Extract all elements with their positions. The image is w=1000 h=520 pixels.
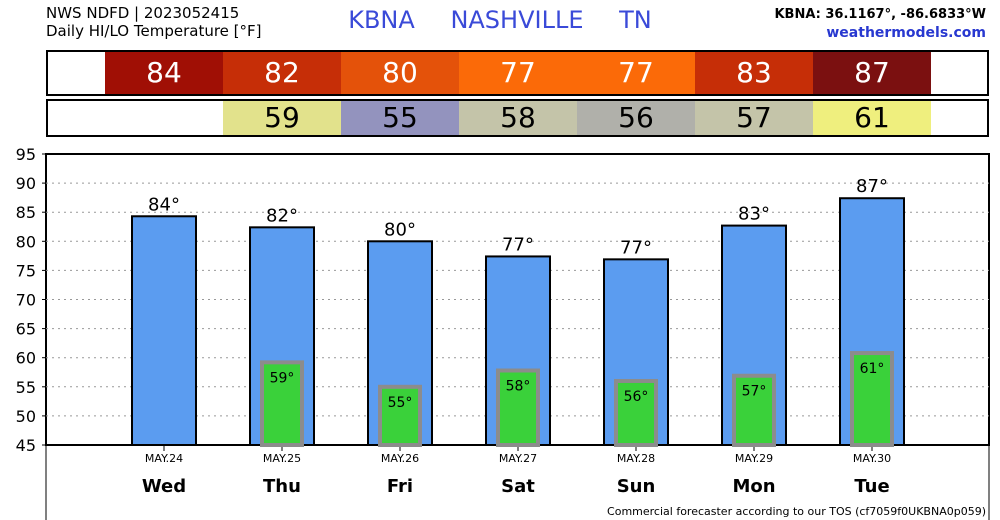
low-temp-label: 61° [860,361,885,377]
low-temp-label: 55° [388,395,413,411]
high-temp-cell: 83 [695,52,813,94]
high-temp-strip: 84 82 80 77 77 83 87 [46,50,989,96]
y-tick-label: 70 [16,291,36,310]
high-temp-cell: 80 [341,52,459,94]
low-temp-bar [850,351,894,448]
date-label: MAY.28 [617,452,655,465]
high-temp-cell: 77 [459,52,577,94]
day-label: Tue [854,476,889,497]
date-label: MAY.25 [263,452,301,465]
low-temp-cell: 56 [577,101,695,135]
station-coordinates: KBNA: 36.1167°, -86.6833°W [774,7,986,22]
high-temp-label: 77° [620,237,652,258]
high-temp-label: 82° [266,205,298,226]
footer-note: Commercial forecaster according to our T… [607,505,986,518]
low-temp-bar [496,368,540,447]
date-label: MAY.30 [853,452,891,465]
y-tick-label: 55 [16,378,36,397]
high-temp-cell: 77 [577,52,695,94]
y-tick-label: 80 [16,232,36,251]
y-tick-label: 65 [16,320,36,339]
date-label: MAY.24 [145,452,183,465]
low-temp-cell: 59 [223,101,341,135]
low-temp-cell: 61 [813,101,931,135]
low-temp-bar [260,360,304,447]
high-temp-cell: 84 [105,52,223,94]
day-label: Thu [263,476,301,497]
site-link[interactable]: weathermodels.com [826,25,986,41]
high-temp-label: 83° [738,204,770,225]
station-code: KBNA [348,6,415,34]
day-label: Sun [617,476,656,497]
chart-header-left: NWS NDFD | 2023052415 Daily HI/LO Temper… [46,4,262,40]
low-temp-label: 59° [270,370,295,386]
high-temp-cell: 82 [223,52,341,94]
y-tick-label: 75 [16,261,36,280]
y-tick-label: 95 [16,145,36,164]
low-temp-bar [378,384,422,447]
date-label: MAY.26 [381,452,419,465]
low-temp-label: 56° [624,389,649,405]
chart-header-right: KBNA: 36.1167°, -86.6833°W weathermodels… [774,6,986,42]
high-temp-label: 84° [148,194,180,215]
high-temp-cell: 87 [813,52,931,94]
low-temp-bar [732,373,776,448]
y-tick-label: 85 [16,203,36,222]
y-tick-label: 50 [16,407,36,426]
low-temp-strip: 59 55 58 56 57 61 [46,99,989,137]
y-tick-label: 60 [16,349,36,368]
low-temp-cell: 58 [459,101,577,135]
y-tick-label: 45 [16,436,36,455]
y-tick-label: 90 [16,174,36,193]
model-run-label: NWS NDFD | 2023052415 [46,4,240,22]
date-label: MAY.27 [499,452,537,465]
chart-title: Daily HI/LO Temperature [°F] [46,22,262,40]
high-temp-label: 87° [856,176,888,197]
state-code: TN [619,6,652,34]
location-title: KBNA NASHVILLE TN [0,6,1000,34]
high-temp-label: 80° [384,219,416,240]
high-temp-bar [131,215,197,446]
low-temp-label: 58° [506,379,531,395]
low-temp-cell: 55 [341,101,459,135]
low-temp-label: 57° [742,384,767,400]
day-label: Sat [501,476,535,497]
city-name: NASHVILLE [450,6,584,34]
day-label: Wed [142,476,186,497]
low-temp-bar [614,378,658,448]
date-label: MAY.29 [735,452,773,465]
high-temp-label: 77° [502,234,534,255]
day-label: Mon [732,476,775,497]
day-label: Fri [387,476,413,497]
low-temp-cell: 57 [695,101,813,135]
